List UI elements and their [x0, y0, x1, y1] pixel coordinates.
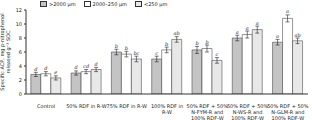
svg-text:c: c — [155, 50, 158, 56]
svg-text:a: a — [236, 29, 239, 35]
html-text:Specific ACP, mg p-nitrophenol: Specific ACP, mg p-nitrophenol — [0, 13, 5, 91]
svg-text:bc: bc — [133, 50, 139, 56]
svg-text:d: d — [75, 64, 78, 70]
svg-text:50% RDF + 50%N-FYM-R and100% R: 50% RDF + 50%N-FYM-R and100% RDF-W — [187, 103, 229, 120]
svg-text:b: b — [125, 45, 128, 51]
svg-text:2: 2 — [19, 77, 22, 83]
html-text:>2000 μm: >2000 μm — [49, 1, 76, 7]
svg-text:75% RDF in R-W: 75% RDF in R-W — [106, 103, 147, 109]
svg-text:b: b — [205, 39, 208, 45]
svg-text:b: b — [195, 40, 198, 46]
svg-text:a: a — [286, 8, 289, 14]
svg-text:a: a — [256, 20, 259, 26]
svg-text:d: d — [34, 66, 37, 72]
svg-text:12: 12 — [16, 7, 22, 13]
svg-text:b: b — [165, 41, 168, 47]
svg-text:6: 6 — [19, 49, 22, 55]
svg-text:c: c — [216, 51, 219, 57]
html-text:2000–250 μm: 2000–250 μm — [92, 1, 127, 7]
svg-text:ab: ab — [294, 32, 300, 38]
svg-text:e: e — [54, 69, 57, 75]
svg-text:b: b — [115, 43, 118, 49]
svg-text:50% RDF + 50%N-WS-R and100% RD: 50% RDF + 50%N-WS-R and100% RDF-W — [227, 103, 269, 120]
svg-text:10: 10 — [16, 21, 22, 27]
svg-text:a: a — [276, 33, 279, 39]
svg-text:4: 4 — [19, 63, 22, 69]
svg-text:d: d — [44, 65, 47, 71]
svg-text:0: 0 — [19, 91, 22, 97]
svg-text:8: 8 — [19, 35, 22, 41]
svg-text:50% RDF in R-W: 50% RDF in R-W — [66, 103, 107, 109]
svg-text:50% RDF + 50%N-GLM-R and100% R: 50% RDF + 50%N-GLM-R and100% RDF-W — [267, 103, 304, 120]
svg-text:ab: ab — [174, 30, 180, 36]
html-text:<250 μm: <250 μm — [144, 1, 168, 7]
svg-text:Specific ACP, mg p-nitrophenol: Specific ACP, mg p-nitrophenolreleased g… — [8, 13, 12, 90]
svg-text:Control: Control — [37, 103, 55, 109]
svg-text:d: d — [95, 61, 98, 67]
svg-text:100% RDF inR-W: 100% RDF inR-W — [151, 103, 183, 115]
svg-text:cd: cd — [83, 63, 89, 69]
svg-text:a: a — [246, 25, 249, 31]
